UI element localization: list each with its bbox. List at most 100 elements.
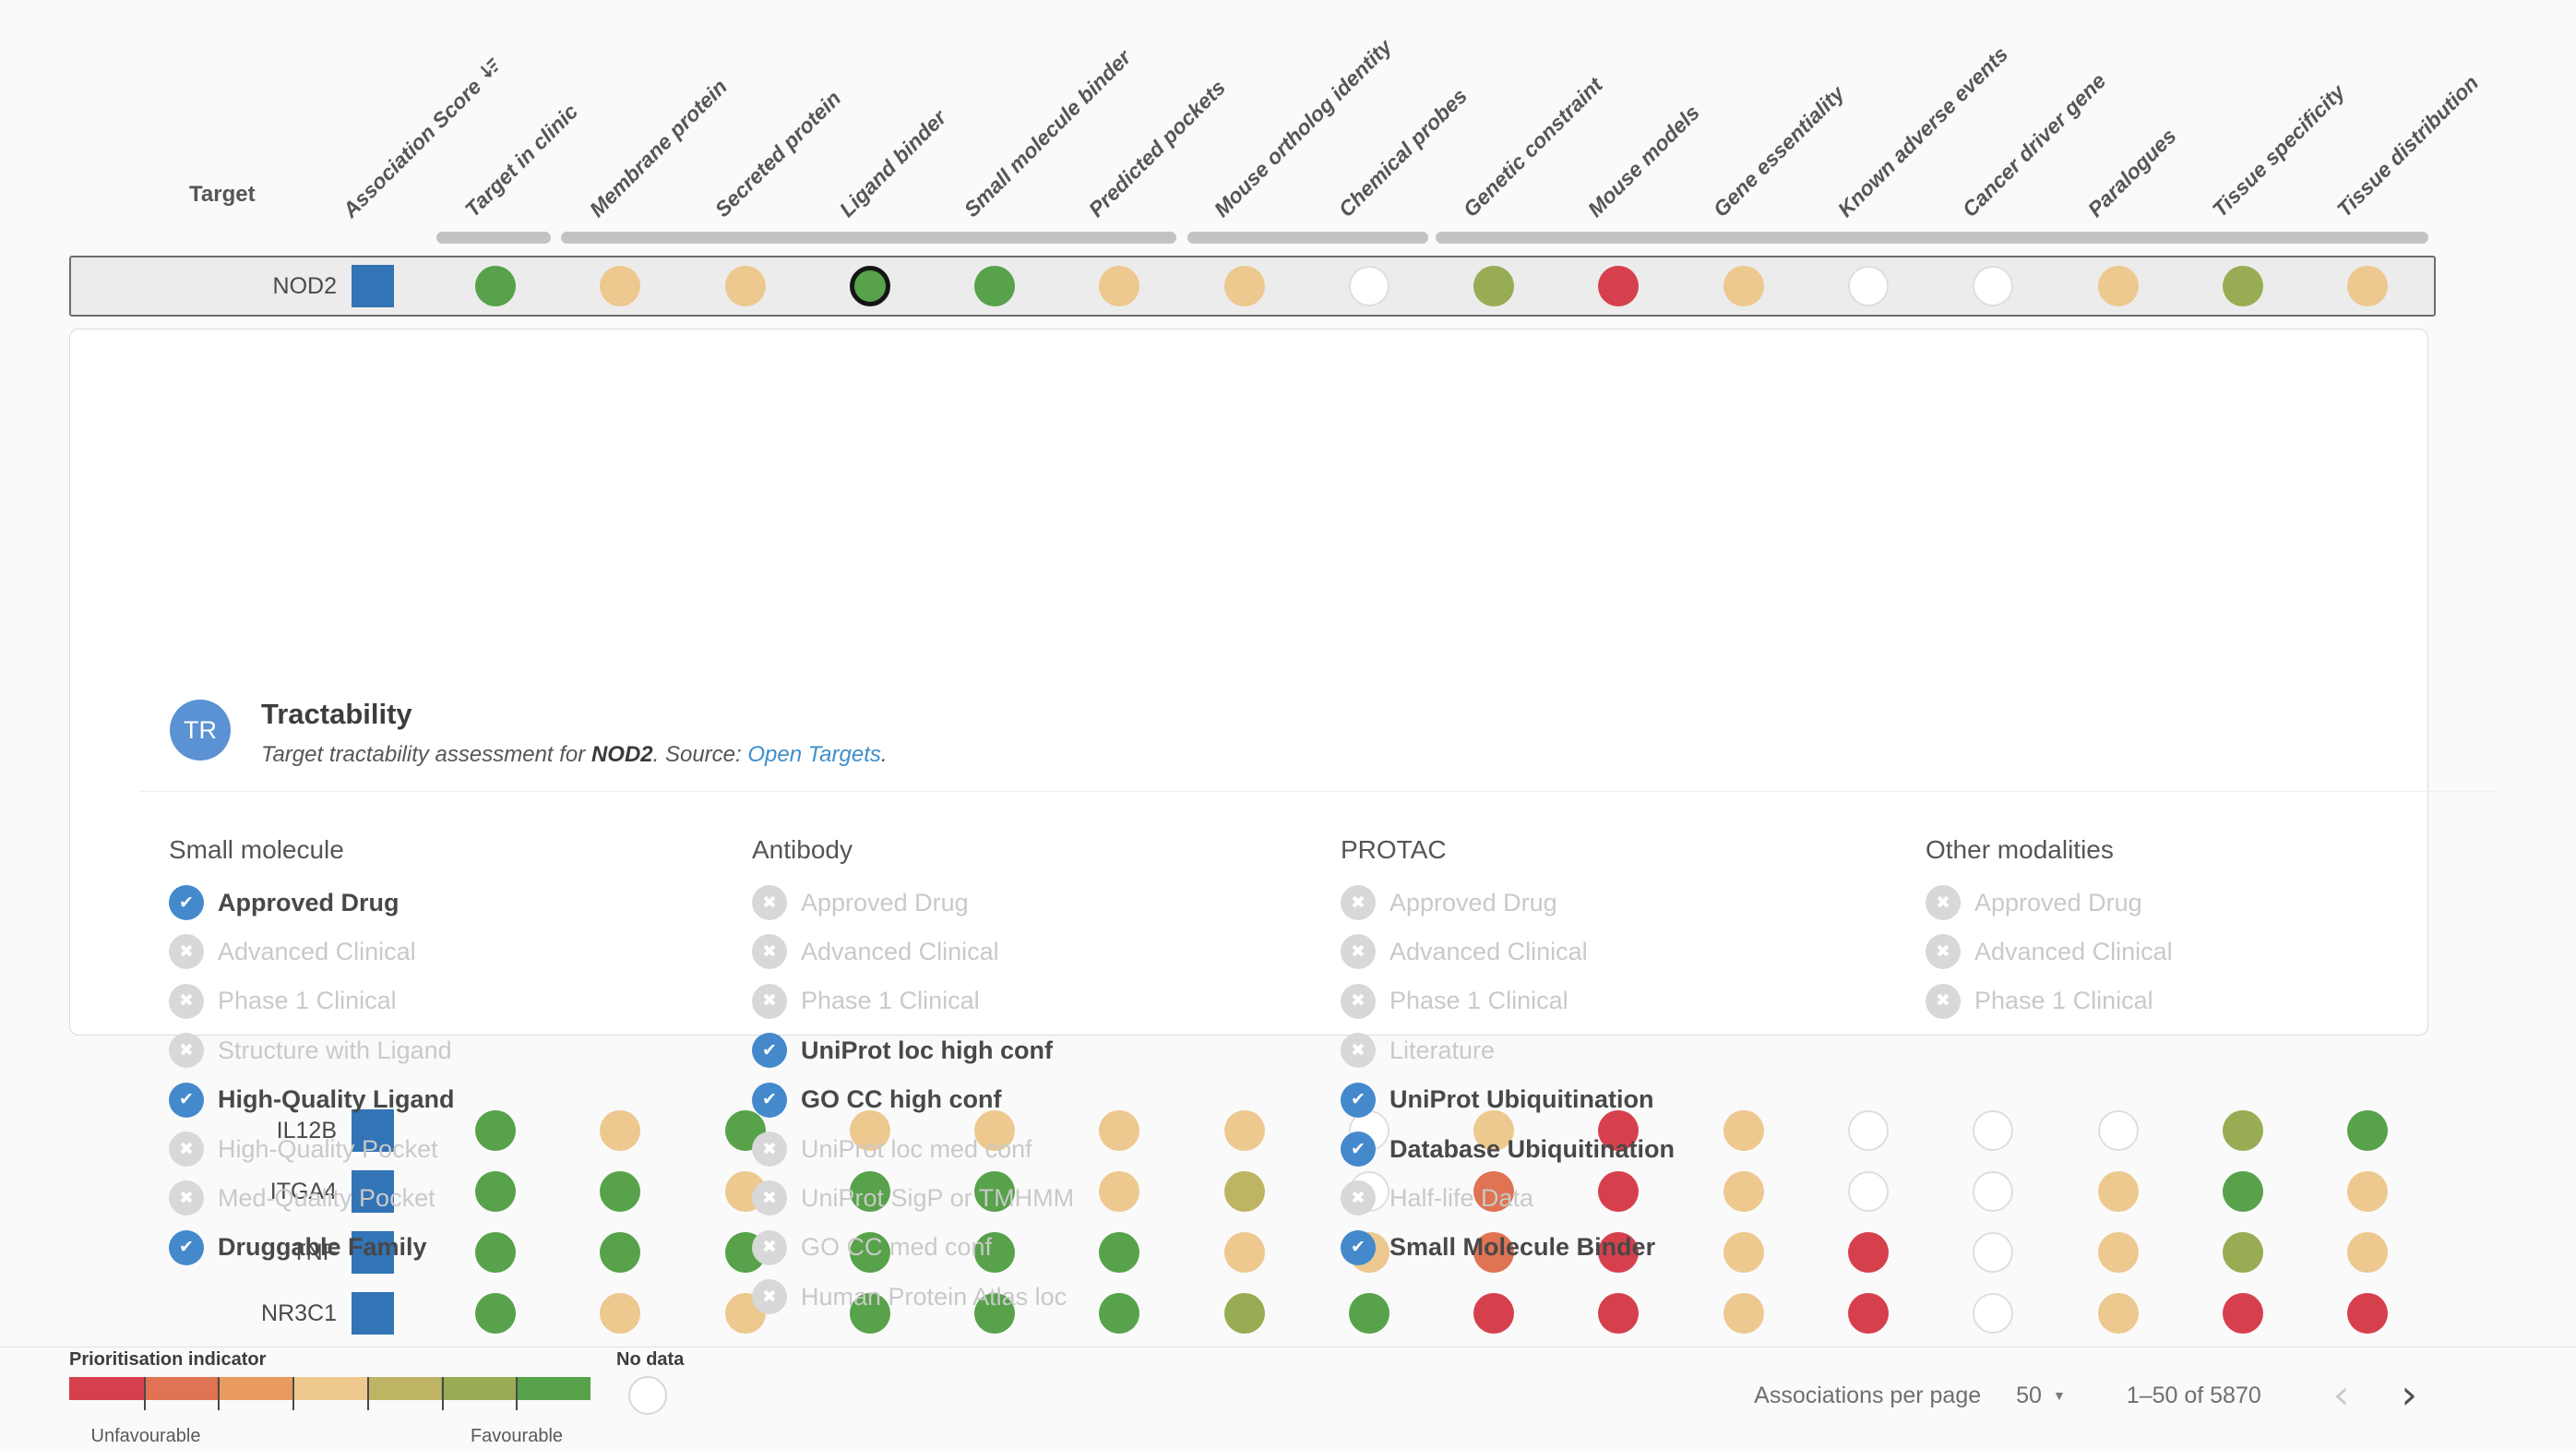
cell-itga4-tissue-distribution[interactable]: [2347, 1171, 2388, 1212]
cell-il12b-membrane-protein[interactable]: [600, 1110, 640, 1151]
cell-itga4-known-adverse-events[interactable]: [1848, 1171, 1889, 1212]
open-targets-link[interactable]: Open Targets: [747, 742, 881, 767]
cell-tnf-known-adverse-events[interactable]: [1848, 1232, 1889, 1273]
per-page-select[interactable]: 50 ▼: [2016, 1383, 2066, 1409]
column-header-tissue-distribution[interactable]: Tissue distribution: [2332, 70, 2484, 222]
cell-il12b-ligand-binder[interactable]: [850, 1110, 890, 1151]
cell-il12b-paralogues[interactable]: [2098, 1110, 2139, 1151]
cell-nod2-membrane-protein[interactable]: [600, 266, 640, 306]
cell-nr3c1-genetic-constraint[interactable]: [1473, 1293, 1514, 1334]
cell-nod2-secreted-protein[interactable]: [725, 266, 766, 306]
column-header-chemical-probes[interactable]: Chemical probes: [1334, 84, 1472, 222]
cell-il12b-mouse-ortholog-identity[interactable]: [1224, 1110, 1265, 1151]
cell-tnf-tissue-specificity[interactable]: [2223, 1232, 2263, 1273]
cell-tnf-tissue-distribution[interactable]: [2347, 1232, 2388, 1273]
cell-il12b-mouse-models[interactable]: [1598, 1110, 1639, 1151]
cell-nod2-known-adverse-events[interactable]: [1848, 266, 1889, 306]
column-header-tissue-specificity[interactable]: Tissue specificity: [2208, 79, 2350, 222]
cell-nod2-mouse-models[interactable]: [1598, 266, 1639, 306]
column-header-genetic-constraint[interactable]: Genetic constraint: [1459, 73, 1607, 222]
column-header-ligand-binder[interactable]: Ligand binder: [835, 105, 951, 222]
cell-nr3c1-ligand-binder[interactable]: [850, 1293, 890, 1334]
target-label-tnf[interactable]: TNF: [292, 1239, 337, 1265]
cell-nod2-genetic-constraint[interactable]: [1473, 266, 1514, 306]
cell-il12b-known-adverse-events[interactable]: [1848, 1110, 1889, 1151]
association-score-cell-il12b[interactable]: [352, 1109, 394, 1152]
cell-il12b-target-in-clinic[interactable]: [475, 1110, 516, 1151]
cell-tnf-paralogues[interactable]: [2098, 1232, 2139, 1273]
cell-nr3c1-gene-essentiality[interactable]: [1723, 1293, 1764, 1334]
cell-il12b-tissue-distribution[interactable]: [2347, 1110, 2388, 1151]
cell-nr3c1-mouse-models[interactable]: [1598, 1293, 1639, 1334]
cell-nod2-cancer-driver-gene[interactable]: [1973, 266, 2013, 306]
target-label-il12b[interactable]: IL12B: [276, 1118, 337, 1144]
cell-tnf-small-molecule-binder[interactable]: [974, 1232, 1015, 1273]
cell-nod2-mouse-ortholog-identity[interactable]: [1224, 266, 1265, 306]
cell-nod2-chemical-probes[interactable]: [1349, 266, 1389, 306]
cell-itga4-ligand-binder[interactable]: [850, 1171, 890, 1212]
column-header-association-score[interactable]: Association Score: [338, 52, 507, 222]
association-score-cell-nod2[interactable]: [352, 265, 394, 307]
cell-nr3c1-tissue-specificity[interactable]: [2223, 1293, 2263, 1334]
cell-itga4-genetic-constraint[interactable]: [1473, 1171, 1514, 1212]
cell-itga4-membrane-protein[interactable]: [600, 1171, 640, 1212]
cell-nr3c1-small-molecule-binder[interactable]: [974, 1293, 1015, 1334]
column-header-predicted-pockets[interactable]: Predicted pockets: [1084, 76, 1230, 222]
cell-nod2-tissue-specificity[interactable]: [2223, 266, 2263, 306]
cell-tnf-membrane-protein[interactable]: [600, 1232, 640, 1273]
target-label-itga4[interactable]: ITGA4: [269, 1179, 337, 1204]
cell-itga4-predicted-pockets[interactable]: [1099, 1171, 1139, 1212]
cell-tnf-cancer-driver-gene[interactable]: [1973, 1232, 2013, 1273]
cell-nr3c1-predicted-pockets[interactable]: [1099, 1293, 1139, 1334]
cell-tnf-predicted-pockets[interactable]: [1099, 1232, 1139, 1273]
column-header-mouse-models[interactable]: Mouse models: [1583, 101, 1704, 222]
cell-tnf-mouse-ortholog-identity[interactable]: [1224, 1232, 1265, 1273]
cell-il12b-gene-essentiality[interactable]: [1723, 1110, 1764, 1151]
cell-il12b-cancer-driver-gene[interactable]: [1973, 1110, 2013, 1151]
cell-nod2-gene-essentiality[interactable]: [1723, 266, 1764, 306]
cell-tnf-mouse-models[interactable]: [1598, 1232, 1639, 1273]
cell-nr3c1-target-in-clinic[interactable]: [475, 1293, 516, 1334]
cell-nod2-tissue-distribution[interactable]: [2347, 266, 2388, 306]
cell-il12b-predicted-pockets[interactable]: [1099, 1110, 1139, 1151]
column-header-paralogues[interactable]: Paralogues: [2083, 124, 2181, 222]
association-score-cell-itga4[interactable]: [352, 1170, 394, 1213]
next-page-button[interactable]: ›: [2388, 1375, 2430, 1416]
cell-il12b-tissue-specificity[interactable]: [2223, 1110, 2263, 1151]
cell-nod2-target-in-clinic[interactable]: [475, 266, 516, 306]
cell-tnf-target-in-clinic[interactable]: [475, 1232, 516, 1273]
cell-nod2-ligand-binder[interactable]: [850, 266, 890, 306]
cell-nr3c1-membrane-protein[interactable]: [600, 1293, 640, 1334]
target-label-nod2[interactable]: NOD2: [272, 273, 337, 299]
cell-nr3c1-mouse-ortholog-identity[interactable]: [1224, 1293, 1265, 1334]
cell-nod2-small-molecule-binder[interactable]: [974, 266, 1015, 306]
cell-itga4-cancer-driver-gene[interactable]: [1973, 1171, 2013, 1212]
cell-itga4-gene-essentiality[interactable]: [1723, 1171, 1764, 1212]
cell-nr3c1-paralogues[interactable]: [2098, 1293, 2139, 1334]
cell-itga4-small-molecule-binder[interactable]: [974, 1171, 1015, 1212]
cell-il12b-genetic-constraint[interactable]: [1473, 1110, 1514, 1151]
cell-nr3c1-tissue-distribution[interactable]: [2347, 1293, 2388, 1334]
prev-page-button[interactable]: ‹: [2320, 1375, 2363, 1416]
cell-il12b-small-molecule-binder[interactable]: [974, 1110, 1015, 1151]
association-score-cell-tnf[interactable]: [352, 1231, 394, 1274]
column-header-membrane-protein[interactable]: Membrane protein: [585, 75, 732, 222]
cell-itga4-mouse-ortholog-identity[interactable]: [1224, 1171, 1265, 1212]
column-header-secreted-protein[interactable]: Secreted protein: [710, 86, 846, 222]
cell-itga4-paralogues[interactable]: [2098, 1171, 2139, 1212]
cell-tnf-gene-essentiality[interactable]: [1723, 1232, 1764, 1273]
cell-tnf-ligand-binder[interactable]: [850, 1232, 890, 1273]
cell-nr3c1-chemical-probes[interactable]: [1349, 1293, 1389, 1334]
cell-nr3c1-known-adverse-events[interactable]: [1848, 1293, 1889, 1334]
cell-nod2-predicted-pockets[interactable]: [1099, 266, 1139, 306]
cell-itga4-mouse-models[interactable]: [1598, 1171, 1639, 1212]
cell-nod2-paralogues[interactable]: [2098, 266, 2139, 306]
cell-itga4-target-in-clinic[interactable]: [475, 1171, 516, 1212]
target-label-nr3c1[interactable]: NR3C1: [261, 1300, 337, 1326]
cell-itga4-tissue-specificity[interactable]: [2223, 1171, 2263, 1212]
column-header-gene-essentiality[interactable]: Gene essentiality: [1709, 81, 1849, 222]
association-score-cell-nr3c1[interactable]: [352, 1292, 394, 1335]
cell-tnf-genetic-constraint[interactable]: [1473, 1232, 1514, 1273]
cell-nr3c1-cancer-driver-gene[interactable]: [1973, 1293, 2013, 1334]
column-header-target-in-clinic[interactable]: Target in clinic: [460, 99, 583, 222]
